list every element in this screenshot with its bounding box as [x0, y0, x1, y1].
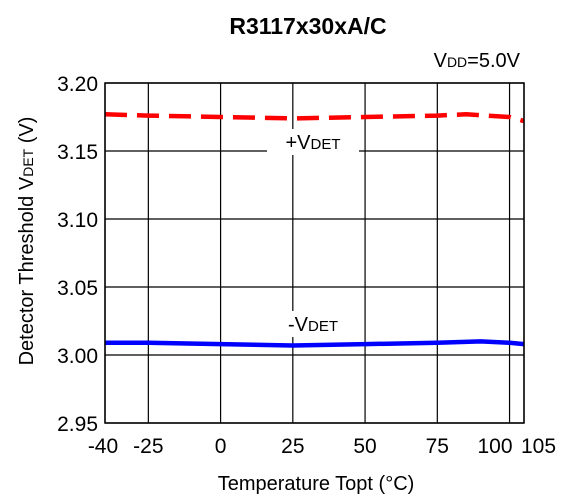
x-tick-label: 25	[281, 435, 304, 458]
x-axis-label: Temperature Topt (°C)	[218, 473, 415, 495]
x-tick-label: 100	[478, 435, 513, 458]
series-label-main: +V	[285, 132, 311, 154]
x-tick-label: -25	[133, 435, 163, 458]
series-labels: +VDET-VDET	[267, 129, 359, 337]
series-line-0	[104, 112, 525, 124]
chart-title: R3117x30xA/C	[229, 13, 386, 39]
series-label-0: +VDET	[285, 132, 340, 154]
ylabel-main: Detector Threshold V	[16, 176, 38, 365]
y-tick-label: 3.10	[57, 209, 98, 232]
condition-suffix: =5.0V	[467, 50, 520, 72]
series-label-main: -V	[288, 314, 309, 336]
ylabel-suffix: (V)	[16, 117, 38, 149]
x-tick-labels: -40 -25 0 25 50 75 100 105	[88, 435, 556, 458]
series-label-1: -VDET	[288, 314, 338, 336]
x-tick-label: 105	[521, 435, 556, 458]
condition-sub: DD	[447, 54, 467, 70]
series-label-sub: DET	[311, 136, 341, 153]
series-label-bg	[272, 311, 354, 337]
y-tick-label: 3.20	[57, 73, 98, 96]
x-tick-label: 75	[426, 435, 449, 458]
condition-main: V	[434, 50, 448, 72]
y-tick-label: 2.95	[57, 413, 98, 436]
x-tick-label: -40	[88, 435, 118, 458]
chart-condition: VDD=5.0V	[434, 50, 521, 72]
series-label-sub: DET	[308, 318, 338, 335]
y-tick-label: 3.00	[57, 345, 98, 368]
y-axis-label: Detector Threshold VDET (V)	[16, 117, 38, 366]
y-tick-label: 3.15	[57, 141, 98, 164]
series-label-bg	[267, 129, 359, 155]
plot-frame	[104, 82, 525, 424]
x-tick-label: 0	[215, 435, 227, 458]
series-line-1	[105, 339, 525, 348]
ylabel-sub: DET	[20, 148, 36, 176]
y-tick-labels: 2.95 3.00 3.05 3.10 3.15 3.20	[57, 73, 98, 436]
x-tick-label: 50	[353, 435, 376, 458]
y-tick-label: 3.05	[57, 277, 98, 300]
series-lines	[104, 112, 525, 348]
